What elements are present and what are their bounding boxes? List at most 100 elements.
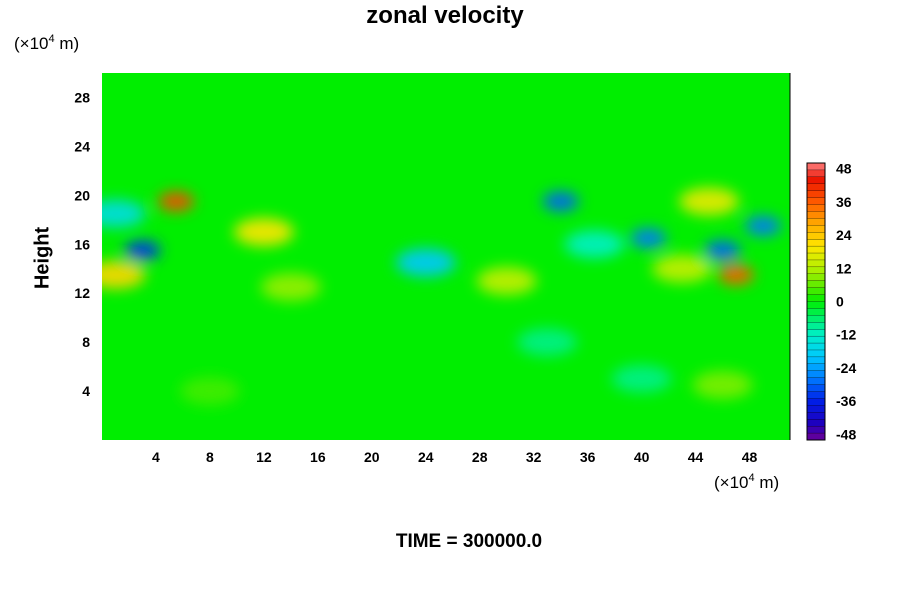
heatmap-feature-12	[652, 254, 713, 283]
heatmap-feature-1	[718, 264, 755, 285]
colorbar-band	[806, 218, 826, 226]
x-tick-label: 8	[206, 449, 214, 465]
colorbar-band	[806, 315, 826, 323]
colorbar-band	[806, 370, 826, 379]
heatmap-feature-8	[102, 260, 146, 289]
colorbar-band	[806, 273, 826, 282]
chart-title: zonal velocity	[366, 2, 524, 29]
colorbar-band	[806, 398, 826, 406]
colorbar-tick-label: -36	[836, 393, 856, 409]
x-unit-suffix: m)	[754, 473, 780, 492]
colorbar-band	[806, 349, 826, 358]
colorbar-band	[806, 391, 826, 399]
y-tick-label: 28	[74, 89, 90, 105]
heatmap-feature-18	[692, 370, 753, 399]
x-tick-label: 12	[256, 449, 272, 465]
colorbar-band	[806, 425, 826, 434]
x-tick-label: 20	[364, 449, 380, 465]
colorbar-band	[806, 266, 826, 275]
heatmap-feature-19	[179, 377, 240, 406]
colorbar-band	[806, 419, 826, 427]
colorbar-band	[806, 190, 826, 199]
colorbar-band	[806, 252, 826, 261]
heatmap-feature-5	[630, 228, 667, 249]
x-tick-label: 24	[418, 449, 434, 465]
colorbar-tick-label: -48	[836, 426, 856, 442]
x-tick-label: 32	[526, 449, 542, 465]
colorbar-band	[806, 245, 826, 254]
x-unit-exponent: 4	[748, 472, 755, 484]
x-tick-label: 16	[310, 449, 326, 465]
colorbar-band	[806, 335, 826, 344]
heatmap-feature-10	[679, 187, 740, 216]
colorbar-band	[806, 287, 826, 296]
y-tick-label: 24	[74, 138, 90, 154]
heatmap-plot	[102, 73, 791, 440]
colorbar-band	[806, 322, 826, 330]
colorbar-band	[806, 405, 826, 413]
colorbar-band	[806, 183, 826, 192]
heatmap-feature-15	[102, 199, 146, 228]
colorbar-band	[806, 363, 826, 372]
y-axis-unit: (×104 m)	[14, 33, 79, 54]
heatmap-feature-2	[124, 240, 161, 261]
colorbar-tick-label: 36	[836, 194, 852, 210]
colorbar-band	[806, 342, 826, 351]
heatmap-feature-0	[158, 191, 195, 212]
x-tick-label: 40	[634, 449, 650, 465]
y-unit-prefix: (×10	[14, 34, 49, 53]
heatmap-feature-16	[517, 328, 578, 357]
colorbar-band	[806, 197, 826, 205]
heatmap-feature-14	[564, 230, 625, 259]
colorbar-tick-label: 24	[836, 227, 852, 243]
x-tick-label: 48	[742, 449, 758, 465]
colorbar-band	[806, 308, 826, 316]
colorbar-band	[806, 162, 826, 171]
colorbar-band	[806, 211, 826, 219]
colorbar-band	[806, 225, 826, 233]
heatmap-feature-3	[745, 215, 782, 236]
colorbar-band	[806, 329, 826, 337]
colorbar: 48 36 24 12 0 -12 -24 -36 -48	[806, 161, 856, 442]
heatmap-feature-6	[704, 240, 741, 261]
heatmap-feature-11	[476, 266, 537, 295]
colorbar-band	[806, 432, 826, 441]
y-tick-label: 20	[74, 187, 90, 203]
colorbar-band	[806, 259, 826, 268]
x-tick-label: 36	[580, 449, 596, 465]
x-tick-label: 28	[472, 449, 488, 465]
colorbar-band	[806, 356, 826, 365]
colorbar-frame	[806, 162, 826, 441]
colorbar-band	[806, 294, 826, 302]
x-tick-label: 4	[152, 449, 160, 465]
colorbar-band	[806, 377, 826, 386]
x-axis-unit: (×104 m)	[714, 472, 779, 493]
y-tick-label: 12	[74, 285, 90, 301]
heatmap-feature-7	[395, 248, 456, 277]
x-tick-label: 44	[688, 449, 704, 465]
y-unit-suffix: m)	[54, 34, 80, 53]
x-unit-prefix: (×10	[714, 473, 749, 492]
colorbar-band	[806, 176, 826, 185]
heatmap-feature-13	[260, 273, 321, 302]
colorbar-band	[806, 204, 826, 212]
y-unit-exponent: 4	[48, 33, 55, 45]
colorbar-tick-label: 12	[836, 260, 852, 276]
y-tick-label: 4	[82, 383, 90, 399]
heatmap-feature-17	[611, 364, 672, 393]
colorbar-tick-label: 48	[836, 161, 852, 177]
time-label: TIME = 300000.0	[395, 531, 543, 552]
colorbar-tick-label: -12	[836, 327, 856, 343]
colorbar-band	[806, 239, 826, 247]
heatmap-feature-9	[233, 218, 294, 247]
colorbar-band	[806, 232, 826, 240]
y-tick-label: 16	[74, 236, 90, 252]
y-tick-label: 8	[82, 334, 90, 350]
colorbar-band	[806, 301, 826, 309]
colorbar-tick-label: -24	[836, 360, 856, 376]
colorbar-band	[806, 412, 826, 420]
heatmap-feature-4	[542, 191, 579, 212]
colorbar-band	[806, 384, 826, 392]
